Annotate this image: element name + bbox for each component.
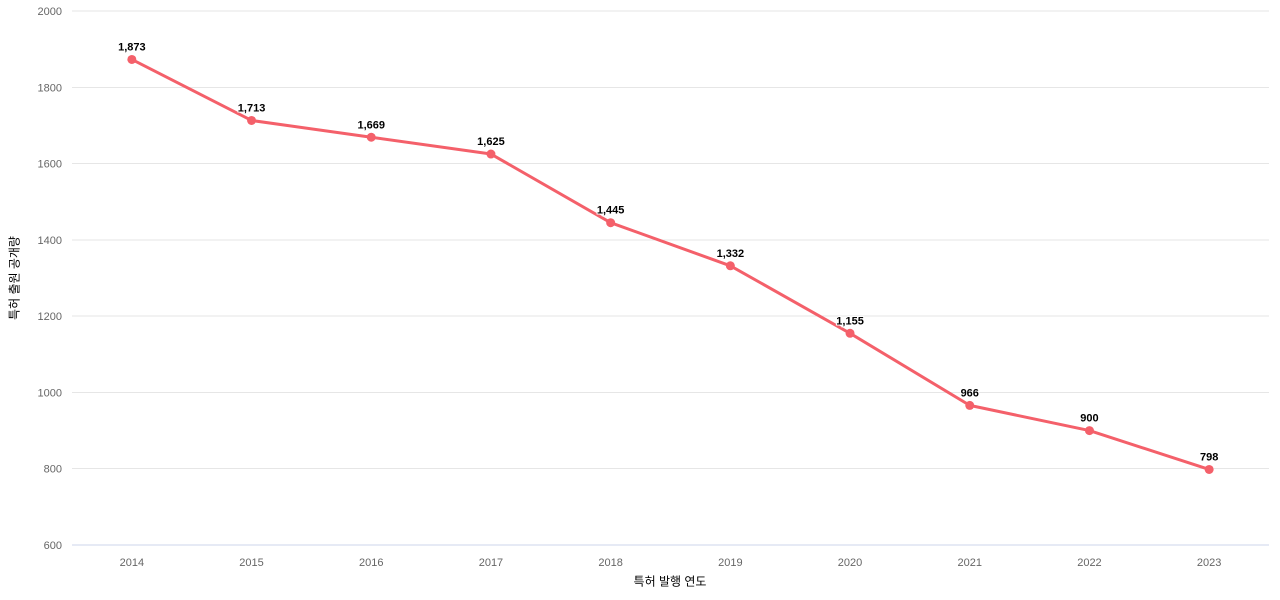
y-tick-label: 600	[44, 540, 62, 552]
x-tick-label: 2021	[958, 557, 982, 569]
data-point[interactable]	[965, 400, 975, 410]
data-point[interactable]	[725, 261, 735, 271]
x-tick-label: 2023	[1197, 557, 1221, 569]
data-label: 1,669	[357, 119, 385, 131]
data-point[interactable]	[845, 328, 855, 338]
data-point[interactable]	[247, 115, 257, 125]
data-label: 1,625	[477, 136, 505, 148]
data-label: 900	[1080, 413, 1098, 425]
y-axis-title: 특허 출원 공개량	[7, 236, 22, 320]
x-tick-label: 2018	[598, 557, 622, 569]
data-label: 966	[961, 387, 979, 399]
y-tick-label: 1600	[38, 159, 62, 171]
y-tick-label: 2000	[38, 6, 62, 18]
data-label: 1,445	[597, 205, 625, 217]
x-tick-label: 2019	[718, 557, 742, 569]
data-label: 798	[1200, 451, 1218, 463]
x-tick-label: 2016	[359, 557, 383, 569]
x-tick-label: 2022	[1077, 557, 1101, 569]
x-axis-title: 특허 발행 연도	[633, 574, 707, 589]
x-tick-label: 2017	[479, 557, 503, 569]
data-label: 1,332	[717, 248, 745, 260]
y-tick-label: 1000	[38, 387, 62, 399]
data-label: 1,713	[238, 102, 266, 114]
data-point[interactable]	[486, 149, 496, 159]
data-point[interactable]	[606, 218, 616, 228]
data-point[interactable]	[1204, 464, 1214, 474]
x-tick-label: 2014	[120, 557, 144, 569]
data-point[interactable]	[1084, 426, 1094, 436]
data-point[interactable]	[366, 132, 376, 142]
y-tick-label: 1800	[38, 82, 62, 94]
data-point[interactable]	[127, 54, 137, 64]
x-tick-label: 2015	[239, 557, 263, 569]
y-tick-label: 800	[44, 464, 62, 476]
data-label: 1,155	[836, 315, 864, 327]
y-tick-label: 1200	[38, 311, 62, 323]
series-line	[130, 57, 1211, 471]
y-tick-label: 1400	[38, 235, 62, 247]
x-tick-label: 2020	[838, 557, 862, 569]
data-label: 1,873	[118, 41, 146, 53]
